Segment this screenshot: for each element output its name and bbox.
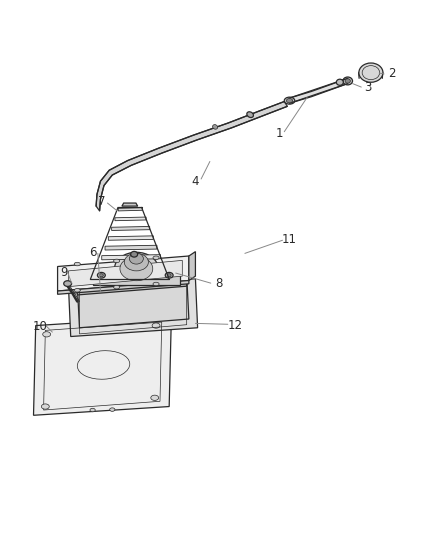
Polygon shape [118, 208, 142, 211]
Ellipse shape [113, 285, 120, 289]
Ellipse shape [336, 79, 343, 85]
Ellipse shape [150, 395, 158, 400]
Ellipse shape [344, 79, 350, 83]
Ellipse shape [165, 272, 173, 278]
Polygon shape [68, 261, 182, 287]
Polygon shape [122, 203, 138, 206]
Polygon shape [33, 317, 171, 415]
Polygon shape [95, 273, 167, 279]
Polygon shape [96, 101, 287, 211]
Ellipse shape [74, 262, 80, 266]
Polygon shape [102, 255, 160, 260]
Polygon shape [77, 275, 186, 295]
Ellipse shape [358, 63, 382, 82]
Text: 4: 4 [191, 175, 199, 188]
Ellipse shape [212, 125, 217, 129]
Ellipse shape [110, 408, 115, 411]
Text: 7: 7 [97, 195, 105, 208]
Ellipse shape [131, 252, 138, 257]
Ellipse shape [42, 332, 50, 337]
Ellipse shape [129, 253, 143, 264]
Text: 3: 3 [364, 80, 371, 94]
Polygon shape [108, 236, 153, 240]
Polygon shape [92, 269, 180, 285]
Polygon shape [77, 275, 188, 328]
Polygon shape [111, 227, 149, 230]
Polygon shape [133, 282, 142, 289]
Ellipse shape [120, 257, 152, 281]
Ellipse shape [152, 323, 159, 328]
Polygon shape [98, 264, 164, 270]
Polygon shape [117, 282, 125, 289]
Ellipse shape [152, 282, 159, 286]
Polygon shape [105, 245, 156, 250]
Polygon shape [115, 217, 146, 221]
Text: 6: 6 [88, 246, 96, 259]
Text: 12: 12 [227, 319, 242, 332]
Ellipse shape [97, 272, 105, 278]
Ellipse shape [286, 99, 292, 103]
Polygon shape [147, 282, 155, 289]
Ellipse shape [124, 253, 148, 271]
Ellipse shape [99, 274, 103, 277]
Ellipse shape [74, 288, 80, 292]
Ellipse shape [41, 404, 49, 409]
Ellipse shape [113, 259, 120, 263]
Ellipse shape [152, 256, 159, 260]
Text: 8: 8 [215, 277, 222, 289]
Ellipse shape [167, 274, 171, 277]
Polygon shape [101, 282, 110, 289]
Text: 1: 1 [276, 126, 283, 140]
Polygon shape [289, 78, 347, 103]
Polygon shape [57, 256, 188, 291]
Ellipse shape [114, 252, 158, 285]
Text: 10: 10 [32, 320, 47, 333]
Ellipse shape [90, 408, 95, 412]
Ellipse shape [64, 281, 71, 286]
Text: 2: 2 [388, 68, 395, 80]
Text: 9: 9 [60, 265, 68, 279]
Polygon shape [95, 283, 104, 298]
Ellipse shape [246, 112, 253, 117]
Polygon shape [57, 280, 188, 294]
Polygon shape [68, 279, 197, 336]
Text: 11: 11 [281, 233, 297, 246]
Polygon shape [188, 252, 195, 280]
Ellipse shape [342, 77, 352, 85]
Ellipse shape [284, 97, 294, 104]
